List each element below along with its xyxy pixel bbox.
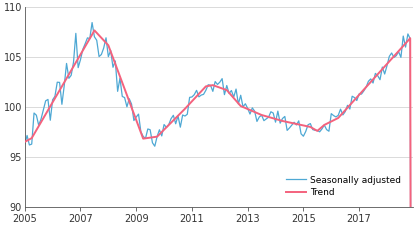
Seasonally adjusted: [157, 128, 162, 131]
Seasonally adjusted: [136, 113, 141, 116]
Seasonally adjusted: [22, 143, 27, 146]
Seasonally adjusted: [252, 110, 257, 113]
Trend: [157, 133, 162, 136]
Seasonally adjusted: [94, 39, 99, 42]
Trend: [252, 111, 257, 113]
Trend: [136, 125, 141, 128]
Seasonally adjusted: [245, 107, 250, 110]
Seasonally adjusted: [333, 116, 338, 118]
Legend: Seasonally adjusted, Trend: Seasonally adjusted, Trend: [283, 173, 404, 200]
Trend: [92, 29, 97, 32]
Line: Seasonally adjusted: Seasonally adjusted: [25, 22, 413, 227]
Trend: [22, 141, 27, 143]
Seasonally adjusted: [89, 21, 94, 24]
Line: Trend: Trend: [25, 30, 413, 227]
Trend: [245, 108, 250, 110]
Trend: [333, 118, 338, 121]
Trend: [94, 32, 99, 34]
